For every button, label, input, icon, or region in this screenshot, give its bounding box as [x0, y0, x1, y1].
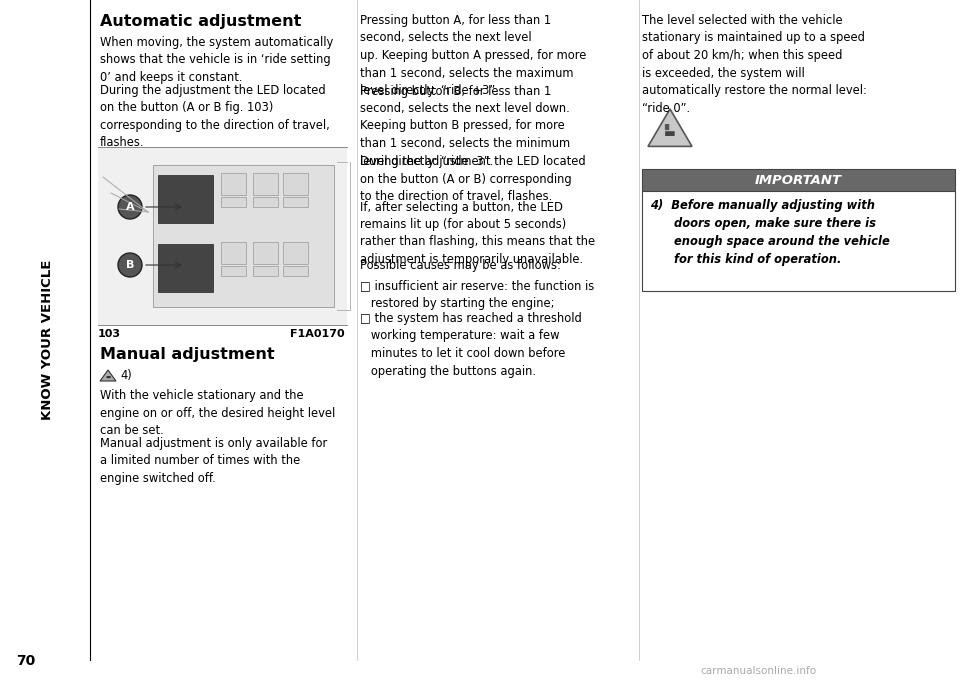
- Text: A: A: [126, 202, 134, 212]
- Text: Possible causes may be as follows:: Possible causes may be as follows:: [360, 259, 561, 272]
- Bar: [642, 169, 955, 191]
- Bar: [221, 266, 246, 276]
- Bar: [283, 197, 308, 207]
- Bar: [283, 173, 308, 195]
- Bar: [253, 197, 278, 207]
- Text: ▬: ▬: [664, 127, 676, 140]
- Bar: [158, 244, 213, 292]
- Bar: [642, 191, 955, 291]
- Text: During the adjustment the LED located
on the button (A or B) corresponding
to th: During the adjustment the LED located on…: [360, 155, 586, 203]
- Polygon shape: [100, 370, 116, 381]
- Text: █: █: [664, 123, 668, 130]
- Text: carmanualsonline.info: carmanualsonline.info: [700, 666, 816, 676]
- Text: ▬: ▬: [106, 375, 110, 379]
- Text: F1A0170: F1A0170: [290, 329, 345, 339]
- Bar: [221, 242, 246, 264]
- Text: The level selected with the vehicle
stationary is maintained up to a speed
of ab: The level selected with the vehicle stat…: [642, 14, 867, 115]
- Text: □ the system has reached a threshold
   working temperature: wait a few
   minut: □ the system has reached a threshold wor…: [360, 312, 582, 377]
- Text: 4)  Before manually adjusting with
      doors open, make sure there is
      en: 4) Before manually adjusting with doors …: [650, 199, 890, 266]
- Circle shape: [118, 253, 142, 277]
- Text: 70: 70: [16, 654, 36, 668]
- Text: □ insufficient air reserve: the function is
   restored by starting the engine;: □ insufficient air reserve: the function…: [360, 279, 594, 309]
- Polygon shape: [648, 109, 692, 146]
- Text: Automatic adjustment: Automatic adjustment: [100, 14, 301, 29]
- Text: If, after selecting a button, the LED
remains lit up (for about 5 seconds)
rathe: If, after selecting a button, the LED re…: [360, 200, 595, 266]
- Text: 4): 4): [120, 370, 132, 383]
- Circle shape: [118, 195, 142, 219]
- Text: When moving, the system automatically
shows that the vehicle is in ‘ride setting: When moving, the system automatically sh…: [100, 36, 333, 84]
- Bar: [98, 147, 347, 325]
- Text: Pressing button B, for less than 1
second, selects the next level down.
Keeping : Pressing button B, for less than 1 secon…: [360, 84, 570, 167]
- Text: With the vehicle stationary and the
engine on or off, the desired height level
c: With the vehicle stationary and the engi…: [100, 389, 335, 437]
- Text: KNOW YOUR VEHICLE: KNOW YOUR VEHICLE: [41, 260, 55, 421]
- Text: Manual adjustment: Manual adjustment: [100, 347, 275, 362]
- Text: Manual adjustment is only available for
a limited number of times with the
engin: Manual adjustment is only available for …: [100, 437, 327, 485]
- Bar: [221, 173, 246, 195]
- Bar: [221, 197, 246, 207]
- Text: B: B: [126, 260, 134, 270]
- Bar: [283, 266, 308, 276]
- Text: IMPORTANT: IMPORTANT: [755, 174, 842, 187]
- Bar: [253, 266, 278, 276]
- Bar: [253, 173, 278, 195]
- Bar: [253, 242, 278, 264]
- Text: During the adjustment the LED located
on the button (A or B fig. 103)
correspond: During the adjustment the LED located on…: [100, 84, 329, 150]
- Bar: [153, 165, 334, 307]
- Text: 103: 103: [98, 329, 121, 339]
- Text: Pressing button A, for less than 1
second, selects the next level
up. Keeping bu: Pressing button A, for less than 1 secon…: [360, 14, 587, 97]
- Bar: [283, 242, 308, 264]
- Bar: [158, 175, 213, 223]
